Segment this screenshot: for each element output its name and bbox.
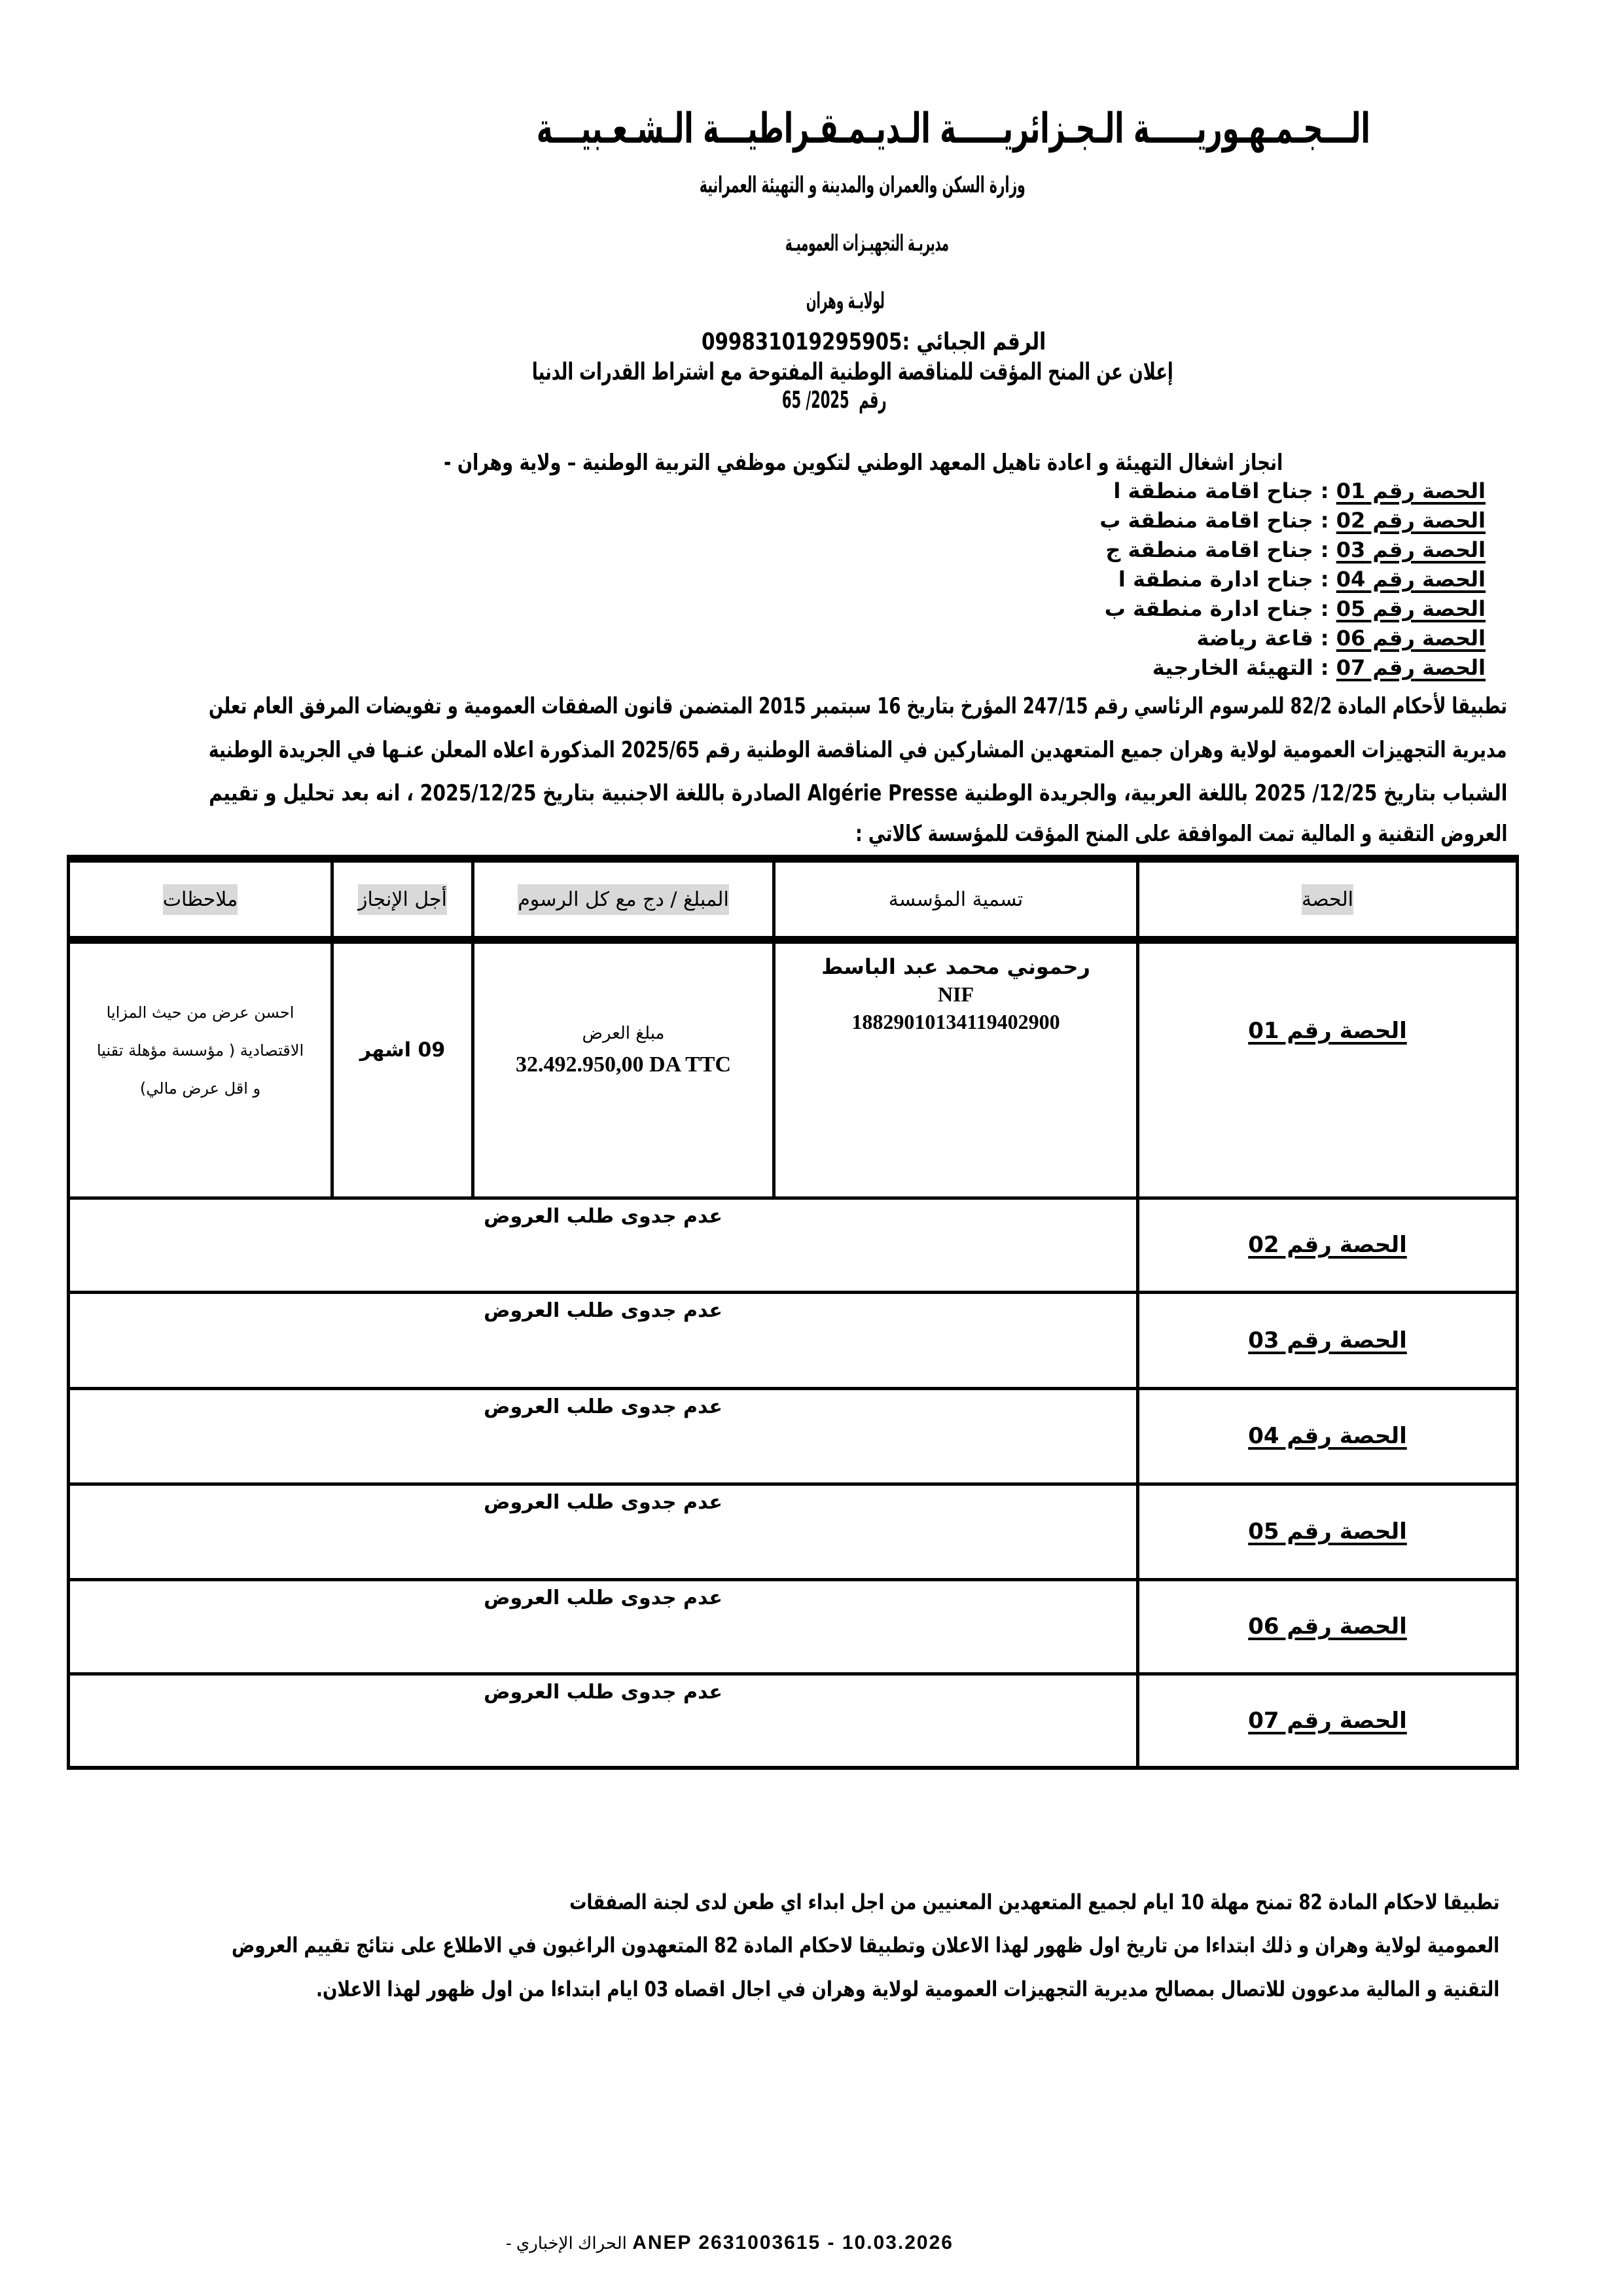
paragraph-line: تطبيقا لأحكام المادة 82/2 للمرسوم الرئاس…	[208, 693, 1507, 719]
status-cell: عدم جدوى طلب العروض	[67, 1577, 1139, 1676]
lot-item: الحصة رقم 05 : جناح ادارة منطقة ب	[1105, 598, 1486, 619]
status-cell: عدم جدوى طلب العروض	[67, 1290, 1139, 1390]
directorate-name: مديريـة التجهيـزات العموميـة	[785, 230, 949, 257]
results-table: الحصة تسمية المؤسسة المبلغ / دج مع كل ال…	[67, 855, 1519, 1770]
lot-cell: الحصة رقم 04	[1136, 1386, 1519, 1486]
header-lot: الحصة	[1136, 855, 1519, 944]
status-cell: عدم جدوى طلب العروض	[67, 1386, 1139, 1486]
lot-cell: الحصة رقم 02	[1136, 1196, 1519, 1294]
amount-label: مبلغ العرض	[582, 1023, 665, 1043]
ministry-name: وزارة السكن والعمران والمدينة و التهيئة …	[700, 172, 1026, 198]
header-duration: أجل الإنجاز	[330, 855, 474, 944]
lot-label: الحصة رقم 03	[1336, 537, 1486, 562]
status-cell: عدم جدوى طلب العروض	[67, 1196, 1139, 1294]
footer-line: تطبيقا لاحكام المادة 82 تمنح مهلة 10 ايا…	[569, 1890, 1499, 1914]
header-company: تسمية المؤسسة	[772, 855, 1139, 944]
footer-line: العمومية لولاية وهران و ذلك ابتداءا من ت…	[231, 1933, 1499, 1958]
wilaya-name: لولايـة وهران	[806, 288, 885, 314]
announcement-title: إعلان عن المنح المؤقت للمناقصة الوطنية ا…	[532, 359, 1173, 386]
fiscal-label: الرقم الجبائي :	[902, 329, 1046, 355]
lot-item: الحصة رقم 01 : جناح اقامة منطقة ا	[1113, 480, 1486, 501]
republic-title: الـــجـمـهـوريـــــة الـجـزائريـــــة ال…	[537, 105, 1370, 153]
duration-cell: 09 اشهر	[330, 938, 474, 1200]
footer-line: التقنية و المالية مدعوون للاتصال بمصالح …	[315, 1977, 1499, 2001]
lot-description: : التهيئة الخارجية	[1152, 655, 1329, 680]
status-cell: عدم جدوى طلب العروض	[67, 1482, 1139, 1581]
lot-description: : جناح اقامة منطقة ب	[1099, 508, 1329, 533]
table-row: الحصة رقم 07 عدم جدوى طلب العروض	[67, 1672, 1519, 1770]
lot-item: الحصة رقم 02 : جناح اقامة منطقة ب	[1099, 510, 1486, 531]
lot-cell: الحصة رقم 05	[1136, 1482, 1519, 1581]
anep-number: ANEP 2631003615 - 10.03.2026	[632, 2232, 954, 2253]
company-cell: رحموني محمد عبد الباسط NIF 1882901013411…	[772, 938, 1139, 1200]
status-cell: عدم جدوى طلب العروض	[67, 1672, 1139, 1770]
lot-label: الحصة رقم 04	[1336, 567, 1486, 592]
lot-item: الحصة رقم 04 : جناح ادارة منطقة ا	[1118, 569, 1486, 590]
paragraph-line: العروض التقنية و المالية تمت الموافقة عل…	[855, 821, 1507, 847]
lot-label: الحصة رقم 07	[1336, 655, 1486, 680]
lot-description: : قاعة رياضة	[1196, 626, 1329, 651]
lot-item: الحصة رقم 06 : قاعة رياضة	[1197, 628, 1486, 649]
lot-label: الحصة رقم 02	[1336, 508, 1486, 533]
announcement-number: رقم 65 /2025	[782, 387, 887, 414]
table-row: الحصة رقم 02 عدم جدوى طلب العروض	[67, 1196, 1519, 1294]
nif-label: NIF	[937, 982, 974, 1006]
table-row: الحصة رقم 04 عدم جدوى طلب العروض	[67, 1386, 1519, 1486]
lot-item: الحصة رقم 03 : جناح اقامة منطقة ج	[1105, 539, 1486, 560]
paragraph-line: الشباب بتاريخ 12/25/ 2025 باللغة العربية…	[208, 780, 1507, 806]
lot-cell: الحصة رقم 06	[1136, 1577, 1519, 1676]
table-row: الحصة رقم 01 رحموني محمد عبد الباسط NIF …	[67, 938, 1519, 1200]
table-header-row: الحصة تسمية المؤسسة المبلغ / دج مع كل ال…	[67, 855, 1519, 944]
lot-description: : جناح اقامة منطقة ج	[1105, 537, 1329, 562]
lot-label: الحصة رقم 05	[1336, 596, 1486, 621]
lot-label: الحصة رقم 06	[1336, 626, 1486, 651]
anep-reference: - الحراك الإخباري ANEP 2631003615 - 10.0…	[506, 2233, 954, 2253]
paragraph-line: مديرية التجهيزات العمومية لولاية وهران ج…	[209, 737, 1507, 763]
lot-cell: الحصة رقم 07	[1136, 1672, 1519, 1770]
header-amount: المبلغ / دج مع كل الرسوم	[471, 855, 776, 944]
header-remarks: ملاحظات	[67, 855, 334, 944]
lot-item: الحصة رقم 07 : التهيئة الخارجية	[1152, 657, 1486, 678]
fiscal-number: 099831019295905	[701, 329, 902, 355]
remarks-cell: احسن عرض من حيث المزايا الاقتصادية ( مؤس…	[67, 938, 334, 1200]
lot-description: : جناح ادارة منطقة ب	[1104, 596, 1329, 621]
company-name: رحموني محمد عبد الباسط	[821, 954, 1090, 979]
table-row: الحصة رقم 05 عدم جدوى طلب العروض	[67, 1482, 1519, 1581]
amount-cell: مبلغ العرض 32.492.950,00 DA TTC	[471, 938, 776, 1200]
lot-label: الحصة رقم 01	[1336, 478, 1486, 503]
lot-cell: الحصة رقم 01	[1136, 938, 1519, 1200]
lot-description: : جناح ادارة منطقة ا	[1118, 567, 1329, 592]
lot-cell: الحصة رقم 03	[1136, 1290, 1519, 1390]
table-row: الحصة رقم 06 عدم جدوى طلب العروض	[67, 1577, 1519, 1676]
table-row: الحصة رقم 03 عدم جدوى طلب العروض	[67, 1290, 1519, 1390]
amount-value: 32.492.950,00 DA TTC	[515, 1052, 732, 1077]
nif-number: 18829010134119402900	[851, 1010, 1060, 1033]
lot-description: : جناح اقامة منطقة ا	[1113, 478, 1329, 503]
project-title: انجاز اشغال التهيئة و اعادة تاهيل المعهد…	[443, 450, 1283, 476]
fiscal-number-line: الرقم الجبائي :099831019295905	[702, 331, 1046, 354]
source-label: - الحراك الإخباري	[506, 2233, 627, 2253]
